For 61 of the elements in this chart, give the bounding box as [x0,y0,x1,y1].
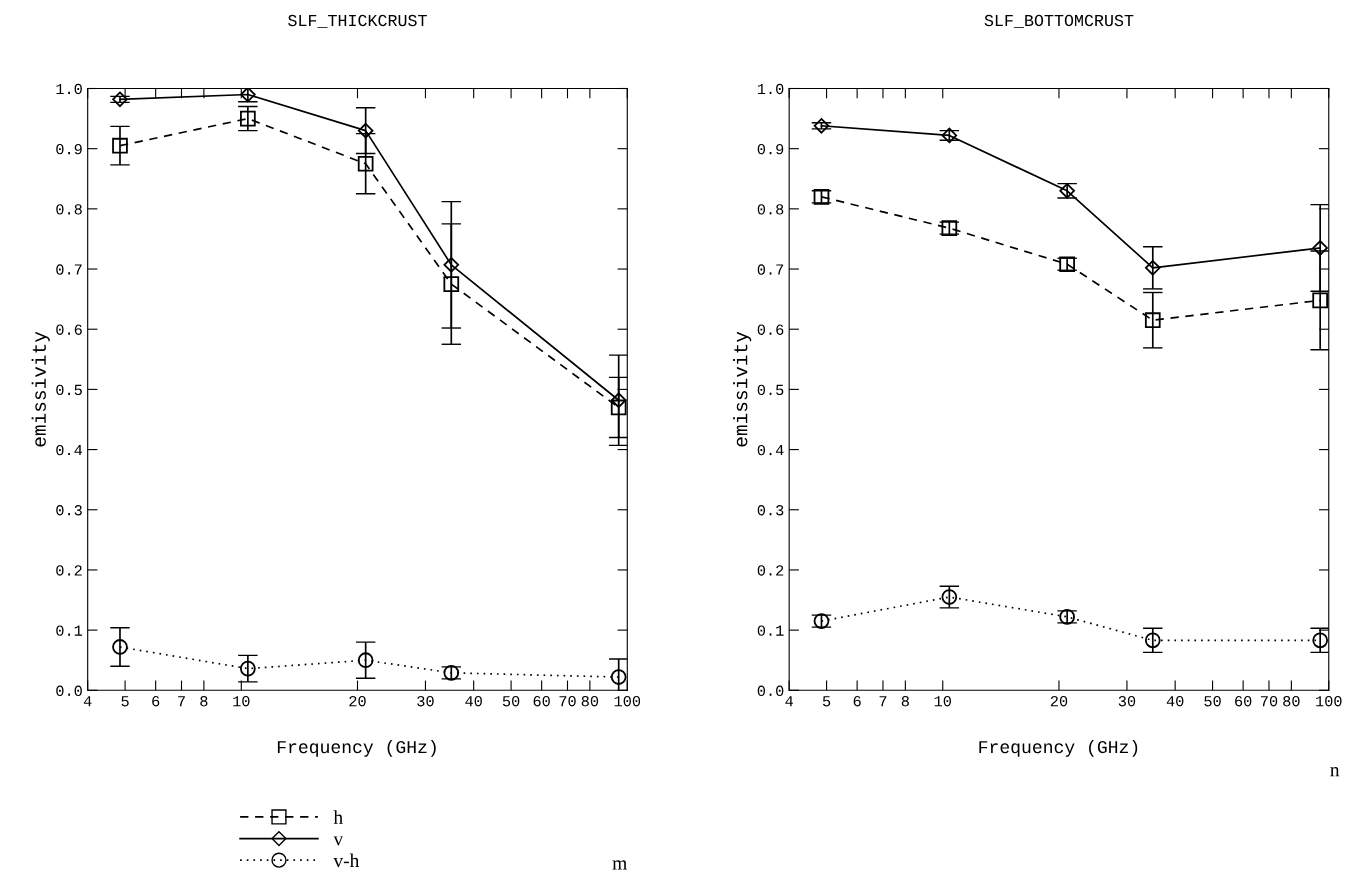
y-tick-label: 0.3 [757,505,784,516]
y-tick-label: 0.0 [56,685,82,696]
x-tick-label: 30 [417,696,434,707]
x-tick-label: 7 [879,696,887,707]
x-tick-label: 50 [1204,696,1221,707]
x-tick-label: 80 [581,696,599,707]
x-tick-label: 40 [465,696,482,707]
x-tick-label: 4 [785,696,793,707]
x-tick-label: 4 [83,696,92,707]
x-tick-label: 60 [533,696,550,707]
x-tick-label: 80 [1283,696,1300,707]
y-tick-label: 0.3 [56,505,82,516]
y-tick-label: 1.0 [757,83,784,95]
y-tick-label: 0.4 [56,444,83,456]
y-tick-label: 0.0 [757,685,784,696]
x-tick-label: 100 [1316,696,1342,707]
y-tick-label: 0.7 [757,264,784,275]
x-tick-label: 7 [178,696,185,707]
chart-title: SLF_BOTTOMCRUST [984,14,1134,28]
y-tick-label: 0.5 [757,384,784,396]
text: n [1330,767,1340,777]
x-tick-label: 10 [934,696,951,707]
x-tick-label: 70 [1260,696,1278,707]
y-tick-label: 1.0 [56,83,82,95]
x-tick-label: 70 [559,696,576,707]
x-axis-title: Frequency (GHz) [277,739,436,757]
y-axis-title: emissivity [31,331,50,447]
x-tick-label: 60 [1235,696,1252,707]
y-tick-label: 0.2 [757,565,784,576]
y-tick-label: 0.1 [56,625,83,636]
y-axis-title: emissivity [733,331,752,447]
y-tick-label: 0.6 [757,324,784,335]
y-tick-label: 0.6 [56,324,82,335]
legend-label: v-h [333,853,360,868]
y-tick-label: 0.9 [757,144,784,155]
x-tick-label: 5 [121,696,129,707]
y-tick-label: 0.8 [757,204,784,215]
x-tick-label: 20 [1050,696,1068,707]
y-tick-label: 0.9 [56,144,82,155]
y-tick-label: 0.1 [757,625,784,636]
text: m [612,860,627,870]
x-tick-label: 5 [822,696,831,707]
y-tick-label: 0.2 [56,565,82,576]
y-tick-label: 0.5 [56,384,82,396]
x-tick-label: 8 [901,696,909,707]
legend-label: v [333,836,344,846]
x-tick-label: 50 [502,696,520,707]
x-tick-label: 40 [1166,696,1184,707]
x-tick-label: 8 [200,696,208,707]
x-tick-label: 20 [349,696,366,707]
chart-title: SLF_THICKCRUST [288,14,427,28]
y-tick-label: 0.4 [757,444,784,456]
x-tick-label: 6 [152,696,160,707]
x-axis-title: Frequency (GHz) [979,739,1138,757]
x-tick-label: 30 [1118,696,1136,707]
legend-label: h [333,810,343,824]
y-tick-label: 0.7 [56,264,82,275]
x-tick-label: 100 [614,696,641,707]
x-tick-label: 6 [853,696,861,707]
x-tick-label: 10 [233,696,250,707]
y-tick-label: 0.8 [56,204,82,215]
